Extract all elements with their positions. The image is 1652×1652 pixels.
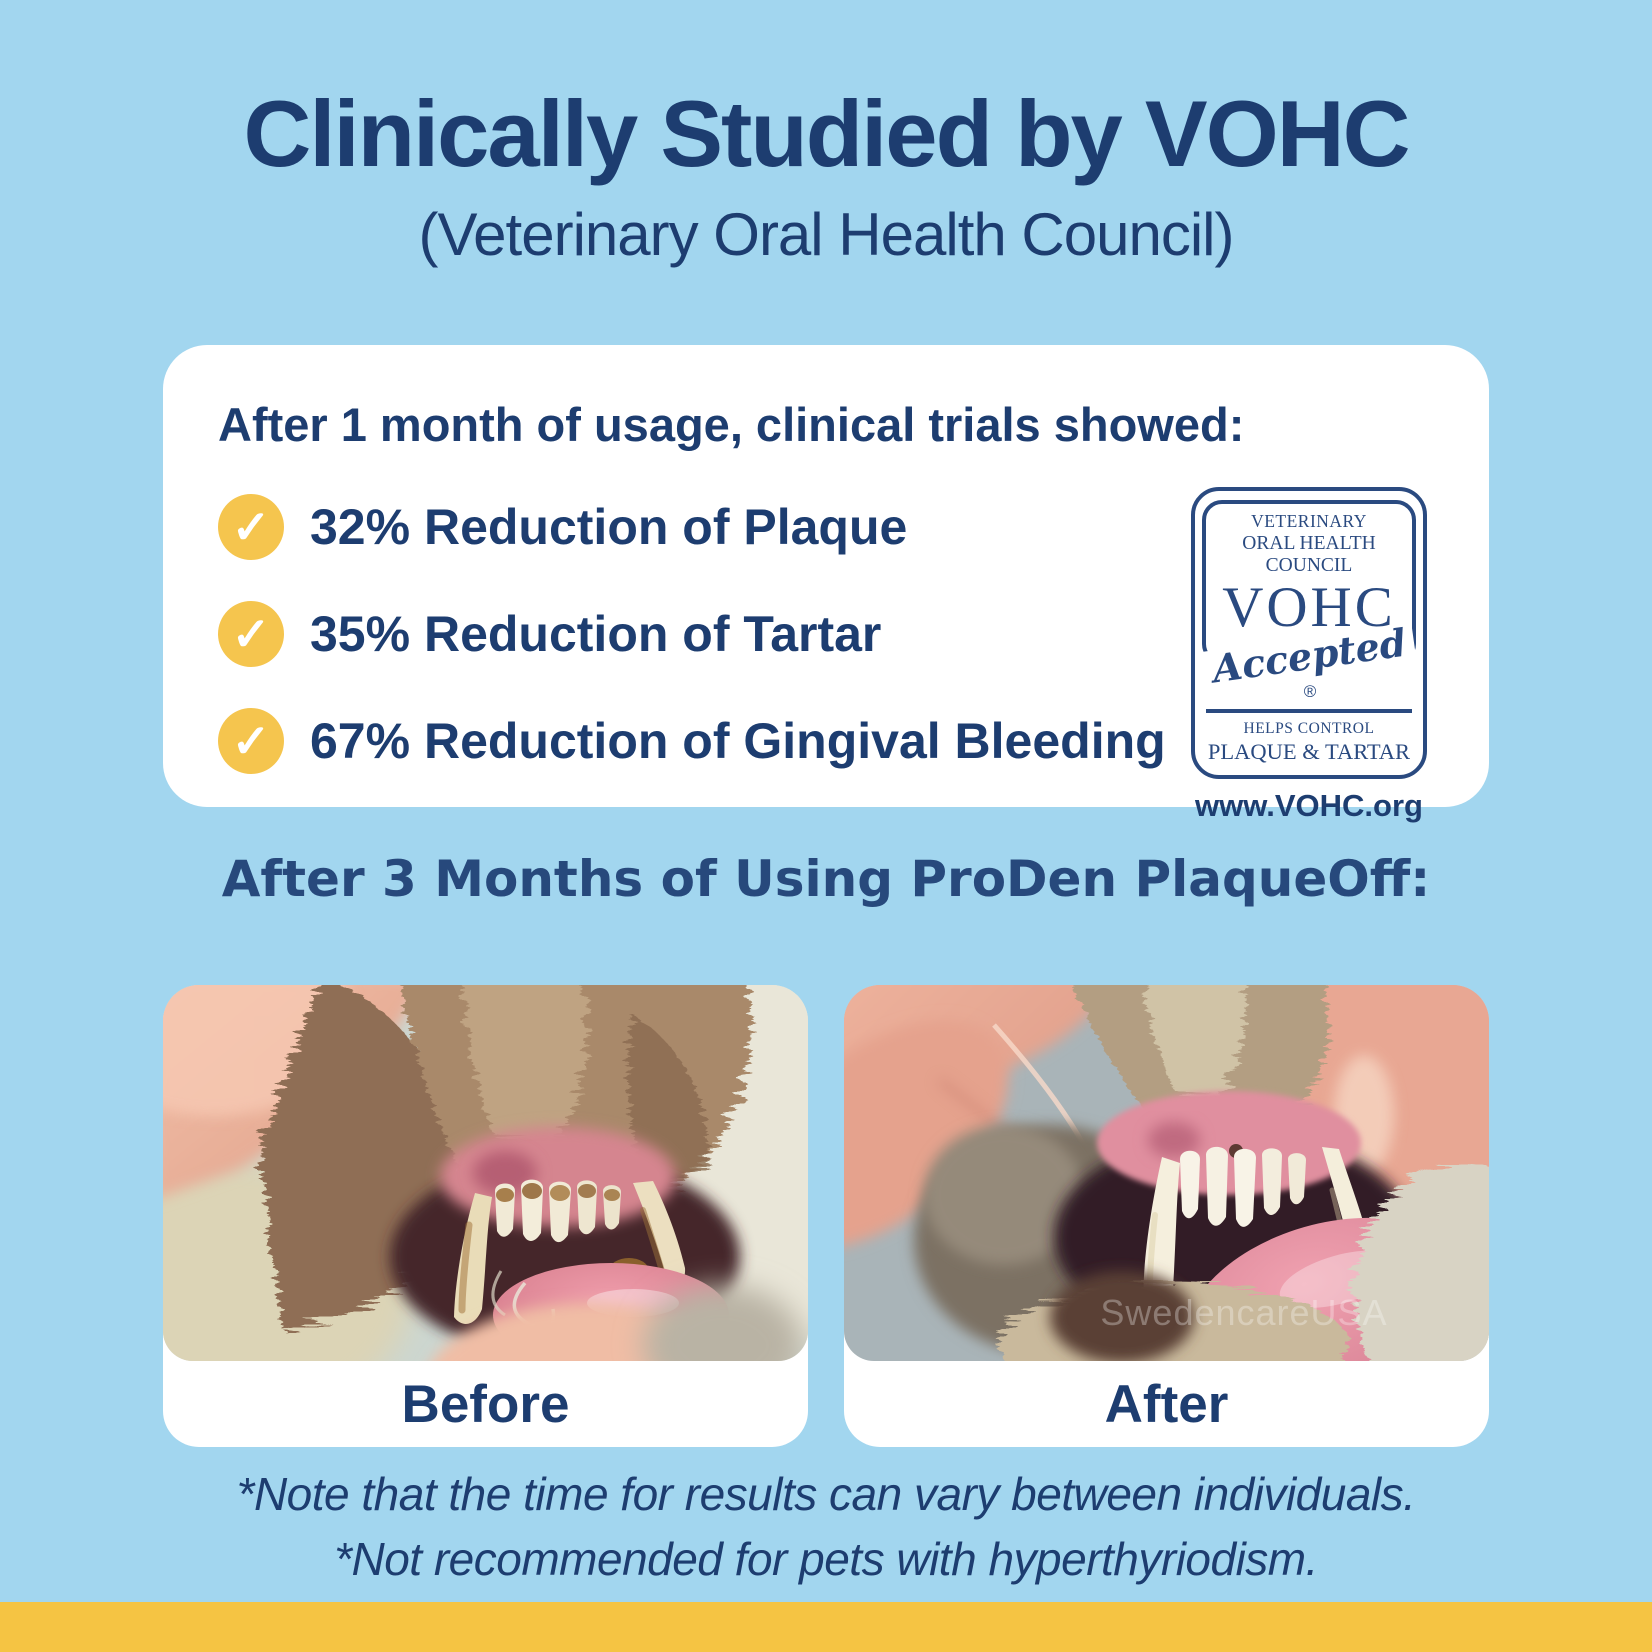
check-item: ✓ 67% Reduction of Gingival Bleeding [218,708,1439,774]
trials-checklist: ✓ 32% Reduction of Plaque ✓ 35% Reductio… [218,494,1439,774]
before-label: Before [401,1374,570,1434]
check-icon: ✓ [218,708,284,774]
check-item: ✓ 32% Reduction of Plaque [218,494,1439,560]
footnote-line-2: *Not recommended for pets with hyperthyr… [334,1533,1318,1586]
check-icon: ✓ [218,601,284,667]
before-after-photos: Before [163,985,1489,1447]
page-title: Clinically Studied by VOHC [243,81,1411,186]
seal-plaque-tartar: PLAQUE & TARTAR [1207,738,1411,764]
check-item-label: 32% Reduction of Plaque [310,499,908,555]
page-subtitle: (Veterinary Oral Health Council) [418,201,1234,268]
bottom-accent-bar [0,1602,1652,1652]
seal-outer-frame: VETERINARY ORAL HEALTH COUNCIL VOHC Acce… [1191,487,1427,779]
after-photo: SwedencareUSA [844,985,1489,1361]
after-label: After [1104,1374,1229,1434]
check-icon: ✓ [218,494,284,560]
registered-trademark-icon: ® [1303,682,1317,701]
footnote-line-1: *Note that the time for results can vary… [236,1468,1416,1520]
trials-heading: After 1 month of usage, clinical trials … [218,398,1245,451]
vohc-url: www.VOHC.org [1195,787,1423,823]
seal-helps-control: HELPS CONTROL [1243,719,1375,737]
footnotes: *Note that the time for results can vary… [0,1462,1652,1593]
after-watermark: SwedencareUSA [1100,1292,1387,1333]
comparison-heading: After 3 Months of Using ProDen PlaqueOff… [221,850,1431,908]
seal-accepted-script: Accepted® [1201,620,1417,701]
after-photo-card: SwedencareUSA After [844,985,1489,1447]
vohc-accepted-seal: VETERINARY ORAL HEALTH COUNCIL VOHC Acce… [1191,487,1427,824]
check-item: ✓ 35% Reduction of Tartar [218,601,1439,667]
seal-inner-frame: VETERINARY ORAL HEALTH COUNCIL VOHC [1202,500,1416,664]
seal-veterinary: VETERINARY [1251,511,1367,531]
clinical-trials-card: After 1 month of usage, clinical trials … [163,345,1489,823]
check-item-label: 35% Reduction of Tartar [310,606,882,662]
check-item-label: 67% Reduction of Gingival Bleeding [310,713,1166,769]
seal-divider [1206,709,1412,713]
before-photo-card: Before [163,985,808,1447]
before-photo [163,985,808,1361]
seal-oral-health-council: ORAL HEALTH COUNCIL [1242,533,1376,576]
